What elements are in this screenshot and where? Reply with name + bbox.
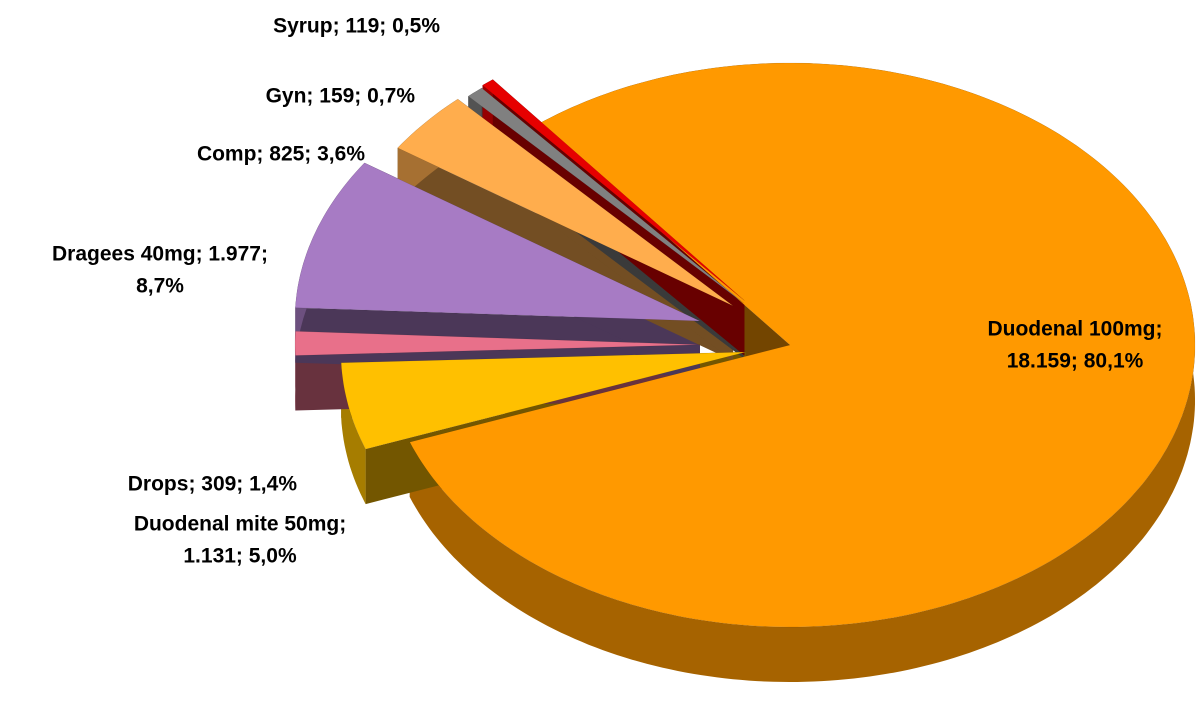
data-label: 1.131; 5,0% (183, 545, 297, 568)
slice (409, 62, 1196, 628)
data-label: Gyn; 159; 0,7% (266, 85, 416, 108)
slice (294, 331, 701, 356)
slice-side (341, 362, 366, 505)
slice (467, 87, 744, 304)
data-label: 8,7% (136, 275, 184, 298)
data-label: Drops; 309; 1,4% (128, 473, 298, 496)
slice (482, 79, 745, 301)
data-label: Syrup; 119; 0,5% (273, 15, 440, 38)
slice (340, 351, 746, 450)
slice (397, 98, 734, 307)
data-label: 18.159; 80,1% (1007, 350, 1144, 373)
slice (295, 162, 701, 322)
data-label: Dragees 40mg; 1.977; (52, 243, 268, 266)
data-label: Duodenal mite 50mg; (134, 513, 346, 536)
data-label: Comp; 825; 3,6% (197, 143, 365, 166)
data-label: Duodenal 100mg; (987, 318, 1162, 341)
slice-cut-face (492, 79, 745, 356)
